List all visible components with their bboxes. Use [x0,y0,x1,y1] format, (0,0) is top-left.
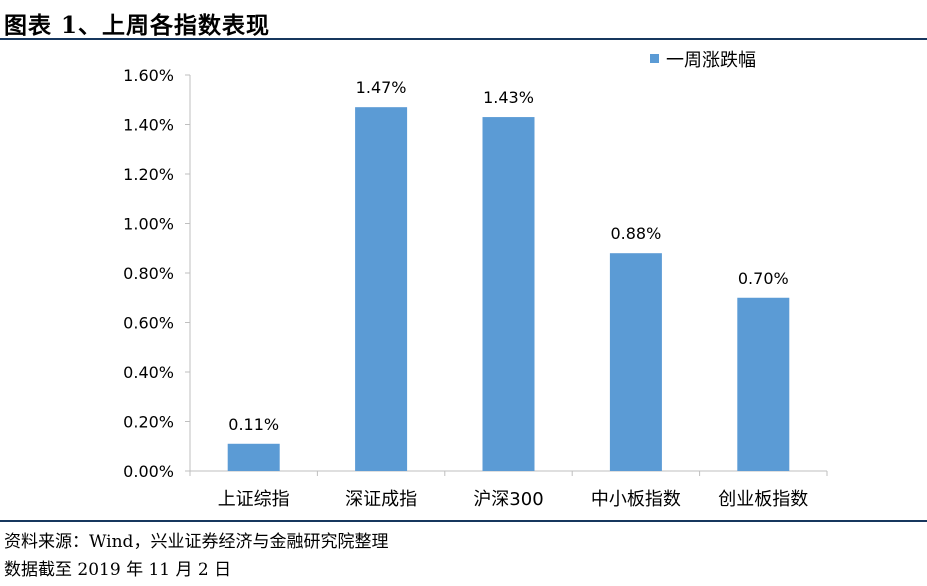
chart-axes: 0.00% 0.20% 0.40% 0.60% 0.80% 1.00% 1.20% 1.40%… [123,66,828,481]
y-tick-label: 1.00% [123,215,174,234]
y-tick-label: 1.40% [123,116,174,135]
top-rule [0,38,927,40]
data-label: 1.47% [356,78,407,97]
data-label: 0.70% [738,269,789,288]
chart-bars [227,107,790,472]
y-tick-label: 0.00% [123,462,174,481]
bar [355,107,408,472]
data-label: 0.88% [610,224,661,243]
y-tick-label: 1.60% [123,66,174,85]
y-tick-label: 0.20% [123,413,174,432]
x-tick-label: 中小板指数 [591,489,681,510]
figure-title: 图表 1、上周各指数表现 [4,12,271,39]
data-label: 1.43% [483,88,534,107]
y-tick-label: 0.80% [123,264,174,283]
source-note: 资料来源：Wind，兴业证券经济与金融研究院整理 [4,532,389,552]
x-tick-label: 沪深300 [473,489,543,510]
bar-chart: 0.00% 0.20% 0.40% 0.60% 0.80% 1.00% 1.20% 1.40%… [123,50,828,510]
y-tick-label: 1.20% [123,165,174,184]
chart-labels: 0.11% 上证综指 1.47% 深证成指 1.43% 沪深300 0.88% 中小板指数 0.… [218,78,809,510]
bar [737,297,790,471]
y-tick-label: 0.40% [123,363,174,382]
chart-legend: 一周涨跌幅 [650,50,756,71]
x-tick-label: 创业板指数 [718,489,808,510]
legend-label: 一周涨跌幅 [666,50,756,71]
x-tick-label: 深证成指 [345,489,417,510]
legend-swatch [650,54,659,63]
bottom-rule [0,520,927,522]
y-tick-label: 0.60% [123,314,174,333]
bar [227,443,280,471]
bar [482,117,535,471]
x-tick-label: 上证综指 [218,489,290,510]
bar [609,253,662,471]
date-note: 数据截至 2019 年 11 月 2 日 [4,560,232,580]
data-label: 0.11% [228,415,279,434]
